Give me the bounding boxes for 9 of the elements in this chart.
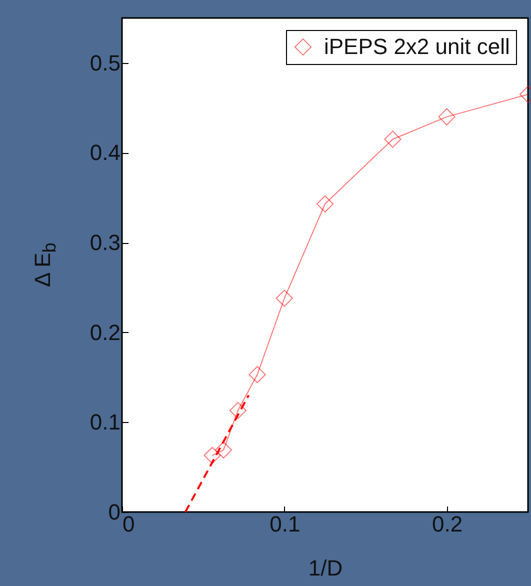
y-tick-label: 0.2: [90, 320, 120, 345]
x-tick-label: 0.2: [432, 512, 463, 536]
y-tick-label: 0.4: [90, 140, 120, 166]
y-tick-label: 0.3: [90, 230, 120, 256]
y-tick-label: 0.5: [90, 50, 120, 76]
legend-label: iPEPS 2x2 unit cell: [324, 34, 510, 59]
y-tick-label: 0.1: [90, 410, 120, 435]
x-tick-label: 0.1: [270, 512, 300, 536]
x-axis-title: 1/D: [308, 556, 343, 580]
